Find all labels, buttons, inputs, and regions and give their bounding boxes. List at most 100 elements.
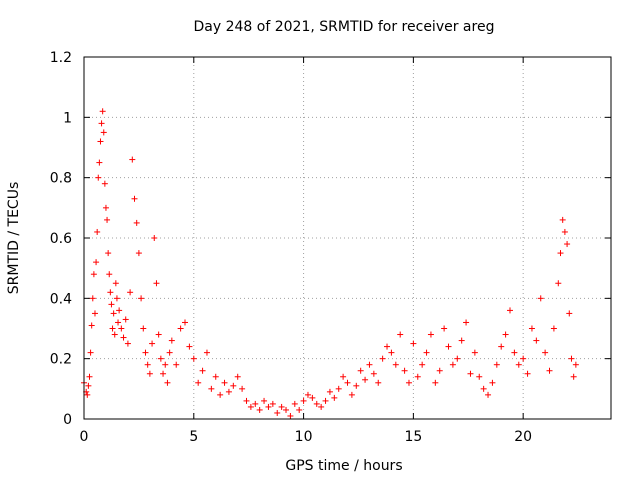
y-tick-label: 0	[63, 412, 72, 428]
chart-title: Day 248 of 2021, SRMTID for receiver are…	[194, 19, 495, 35]
y-tick-label: 0.4	[50, 291, 72, 307]
data-point	[441, 325, 448, 332]
data-point	[105, 250, 112, 257]
data-point	[313, 400, 320, 407]
data-point	[467, 370, 474, 377]
data-point	[89, 295, 96, 302]
data-point	[454, 355, 461, 362]
x-tick-label: 0	[80, 429, 89, 445]
data-point	[230, 382, 237, 389]
grid	[84, 57, 611, 419]
data-point	[370, 370, 377, 377]
data-point	[309, 394, 316, 401]
data-point	[186, 343, 193, 350]
y-tick-label: 0.8	[50, 171, 72, 187]
x-tick-label: 20	[514, 429, 532, 445]
x-tick-labels: 0 5 10 15 20	[80, 429, 533, 445]
data-point	[287, 412, 294, 419]
data-point	[528, 325, 535, 332]
x-tick-label: 5	[189, 429, 198, 445]
data-point	[195, 379, 202, 386]
data-point	[151, 235, 158, 241]
data-point	[353, 382, 360, 389]
data-point	[164, 379, 171, 386]
data-point	[318, 403, 325, 410]
data-point	[296, 406, 303, 413]
data-point	[432, 379, 439, 386]
data-point	[471, 349, 478, 356]
data-point	[101, 180, 108, 187]
data-point	[463, 319, 470, 326]
data-point	[564, 241, 571, 248]
data-point	[127, 289, 134, 296]
data-point	[243, 397, 250, 404]
data-point	[326, 388, 333, 395]
data-point	[397, 331, 404, 338]
data-point	[423, 349, 430, 356]
data-point	[502, 331, 509, 338]
data-point	[118, 325, 125, 332]
plot-frame	[83, 56, 612, 420]
data-point	[458, 337, 465, 344]
data-point	[100, 129, 107, 136]
data-point	[546, 367, 553, 374]
data-point	[537, 295, 544, 302]
data-point	[160, 370, 167, 377]
data-point	[217, 391, 224, 398]
data-point	[84, 391, 91, 398]
data-point	[142, 349, 149, 356]
data-point	[476, 373, 483, 380]
data-point	[104, 216, 111, 223]
data-point	[335, 385, 342, 392]
data-point	[177, 325, 184, 332]
data-point	[524, 370, 531, 377]
data-point	[283, 406, 290, 413]
data-point	[348, 391, 355, 398]
x-axis-label: GPS time / hours	[285, 458, 402, 474]
data-point	[144, 361, 151, 368]
data-point	[110, 310, 117, 317]
data-point	[102, 204, 109, 211]
data-point	[427, 331, 434, 338]
data-point	[511, 349, 518, 356]
data-point	[106, 271, 113, 278]
data-point	[550, 325, 557, 332]
data-point	[168, 337, 175, 344]
data-point	[392, 361, 399, 368]
data-point	[225, 388, 232, 395]
data-point	[384, 343, 391, 350]
data-point	[115, 319, 122, 326]
data-point	[269, 400, 276, 407]
y-tick-label: 1.2	[50, 50, 72, 66]
data-point	[489, 379, 496, 386]
data-point	[90, 271, 97, 278]
data-point	[388, 349, 395, 356]
data-point	[559, 216, 566, 223]
data-point	[95, 174, 102, 181]
data-point	[261, 397, 268, 404]
x-tick-label: 10	[295, 429, 313, 445]
data-point	[97, 138, 104, 145]
y-tick-label: 0.6	[50, 231, 72, 247]
data-point	[485, 391, 492, 398]
data-point	[300, 397, 307, 404]
data-point	[520, 355, 527, 362]
data-point	[153, 280, 160, 287]
data-point	[357, 367, 364, 374]
data-point	[120, 334, 127, 341]
data-point	[113, 295, 120, 302]
data-point	[566, 310, 573, 317]
data-point	[122, 316, 129, 323]
data-point	[173, 361, 180, 368]
data-point	[129, 156, 136, 163]
data-point	[98, 120, 105, 127]
data-point	[109, 325, 116, 332]
data-point	[239, 385, 246, 392]
data-point	[542, 349, 549, 356]
data-points	[81, 108, 579, 419]
data-point	[449, 361, 456, 368]
data-point	[401, 367, 408, 374]
data-point	[166, 349, 173, 356]
data-point	[570, 373, 577, 380]
